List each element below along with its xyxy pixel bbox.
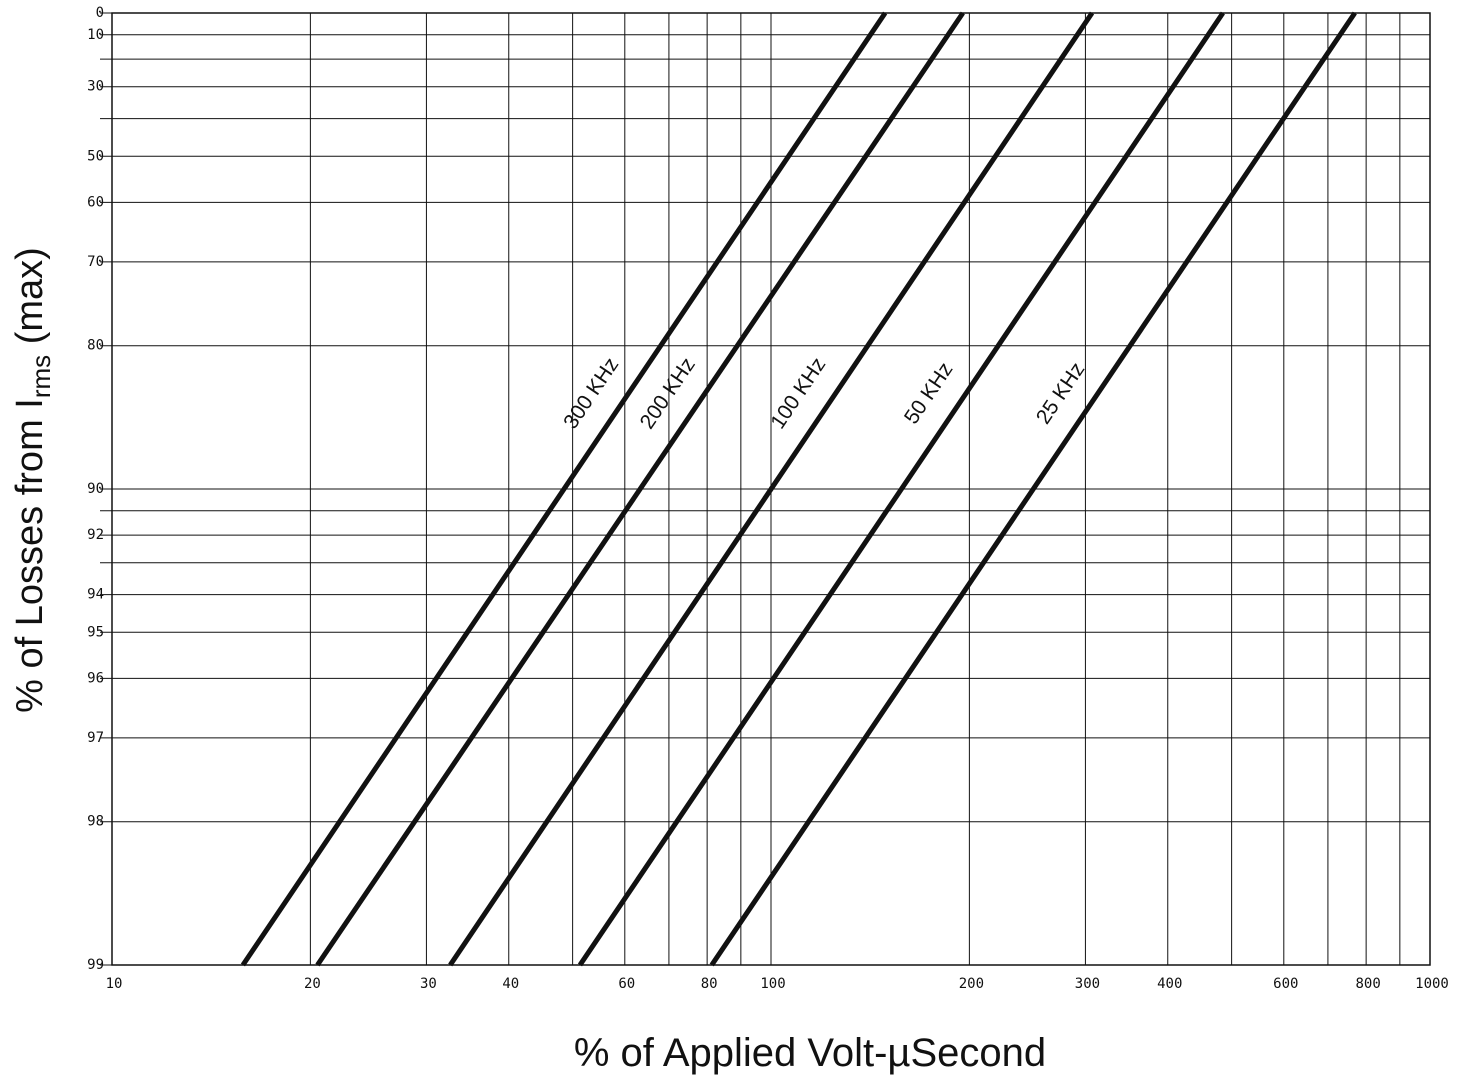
- x-tick-label: 1000: [1415, 976, 1449, 992]
- y-tick-label: 80: [87, 338, 104, 354]
- x-tick-label: 200: [959, 976, 984, 992]
- x-tick-label: 600: [1273, 976, 1298, 992]
- x-tick-label: 60: [618, 976, 635, 992]
- y-axis-label: % of Losses from Irms (max): [9, 247, 56, 713]
- y-tick-label: 98: [87, 814, 104, 830]
- x-axis-label: % of Applied Volt-µSecond: [574, 1031, 1046, 1075]
- x-tick-label: 30: [420, 976, 437, 992]
- y-tick-label: 94: [87, 587, 104, 603]
- y-tick-label: 96: [87, 670, 104, 686]
- x-tick-label: 80: [701, 976, 718, 992]
- x-tick-label: 10: [106, 976, 123, 992]
- series-label: 300 KHz: [559, 354, 623, 434]
- y-tick-label: 60: [87, 194, 104, 210]
- series-line: [240, 11, 888, 967]
- series-label: 100 KHz: [766, 354, 830, 434]
- y-tick-label: 95: [87, 624, 104, 640]
- x-tick-label: 400: [1157, 976, 1182, 992]
- y-tick-label: 97: [87, 730, 104, 746]
- y-tick-label: 70: [87, 254, 104, 270]
- y-tick-label: 92: [87, 527, 104, 543]
- series-line: [315, 11, 965, 967]
- series-line: [577, 11, 1225, 967]
- y-tick-label: 30: [87, 79, 104, 95]
- y-axis-label-end: (max): [9, 247, 51, 355]
- x-tick-label: 20: [304, 976, 321, 992]
- x-tick-label: 800: [1355, 976, 1380, 992]
- x-tick-label: 100: [760, 976, 785, 992]
- plot-frame: [111, 12, 1431, 966]
- y-tick-label: 10: [87, 27, 104, 43]
- series-line: [709, 11, 1357, 967]
- series-line: [448, 11, 1095, 967]
- y-tick-label: 50: [87, 148, 104, 164]
- y-tick-label: 99: [87, 957, 104, 973]
- x-tick-label: 40: [502, 976, 519, 992]
- x-tick-label: 300: [1075, 976, 1100, 992]
- y-tick-label: 90: [87, 481, 104, 497]
- y-tick-label: 0: [96, 5, 104, 21]
- y-axis-label-main: % of Losses from I: [9, 398, 51, 713]
- y-axis-label-sub: rms: [26, 355, 56, 398]
